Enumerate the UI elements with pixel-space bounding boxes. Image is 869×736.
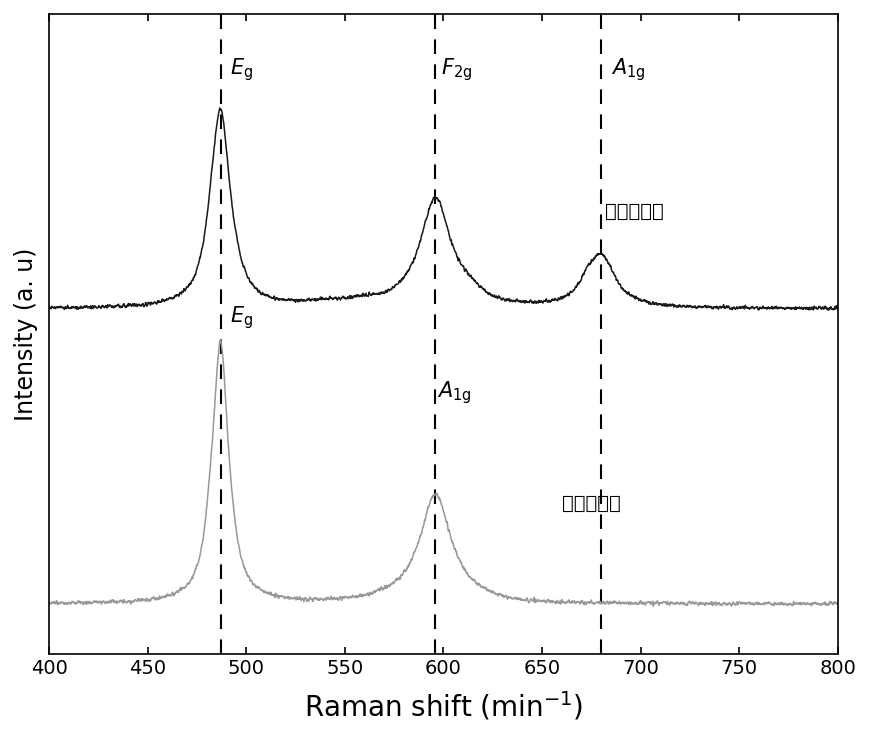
- X-axis label: Raman shift (min$^{-1}$): Raman shift (min$^{-1}$): [303, 689, 582, 722]
- Text: 刺蚀钓酸锂: 刺蚀钓酸锂: [604, 202, 663, 222]
- Text: $F_\mathrm{2g}$: $F_\mathrm{2g}$: [441, 56, 472, 83]
- Text: $E_\mathrm{g}$: $E_\mathrm{g}$: [230, 56, 253, 83]
- Text: 原始钓酸锂: 原始钓酸锂: [561, 494, 620, 513]
- Text: $A_\mathrm{1g}$: $A_\mathrm{1g}$: [610, 56, 645, 83]
- Text: $A_\mathrm{1g}$: $A_\mathrm{1g}$: [437, 380, 472, 406]
- Y-axis label: Intensity (a. u): Intensity (a. u): [14, 247, 38, 421]
- Text: $E_\mathrm{g}$: $E_\mathrm{g}$: [230, 304, 253, 331]
